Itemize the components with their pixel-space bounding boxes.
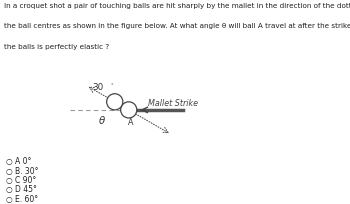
Text: A: A xyxy=(128,118,133,127)
Text: ○ B. 30°: ○ B. 30° xyxy=(6,166,39,175)
Text: 30: 30 xyxy=(92,83,103,92)
Text: Mallet Strike: Mallet Strike xyxy=(148,99,198,108)
Text: In a croquet shot a pair of touching balls are hit sharply by the mallet in the : In a croquet shot a pair of touching bal… xyxy=(4,2,350,9)
Text: θ: θ xyxy=(99,116,105,126)
Text: ○ C 90°: ○ C 90° xyxy=(6,175,36,184)
Text: the ball centres as shown in the figure below. At what angle θ will ball A trave: the ball centres as shown in the figure … xyxy=(4,23,350,29)
Text: ○ D 45°: ○ D 45° xyxy=(6,184,37,193)
Circle shape xyxy=(121,102,137,118)
Text: ○ E. 60°: ○ E. 60° xyxy=(6,194,38,203)
Circle shape xyxy=(107,94,123,110)
Text: °: ° xyxy=(110,83,113,88)
Text: ○ A 0°: ○ A 0° xyxy=(6,156,32,165)
Text: the balls is perfectly elastic ?: the balls is perfectly elastic ? xyxy=(4,44,109,50)
